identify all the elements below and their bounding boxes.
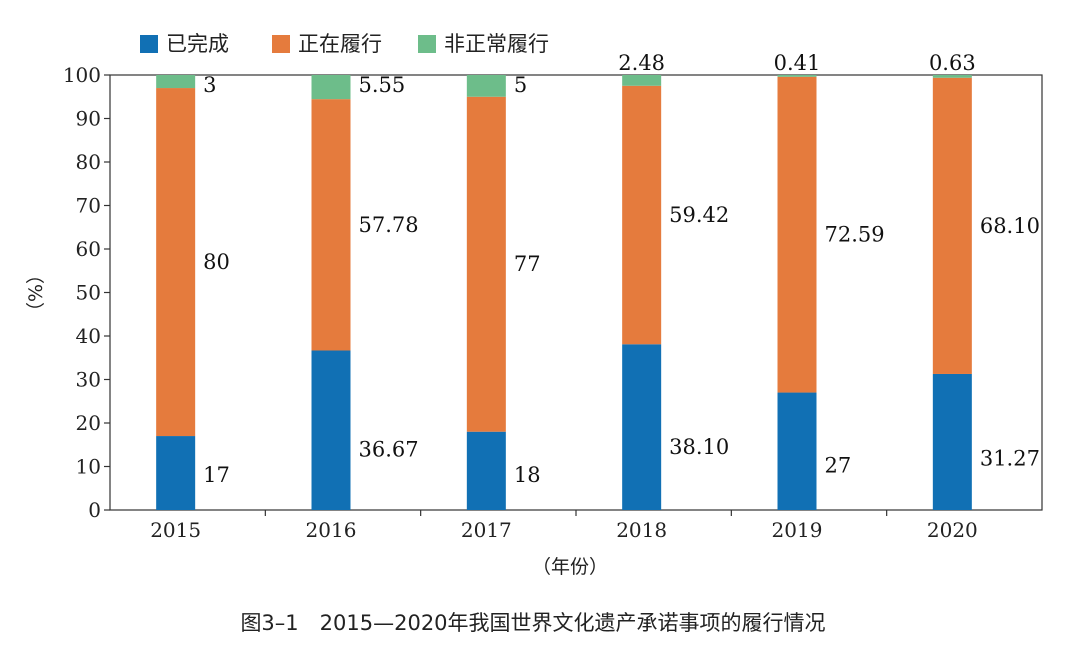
bar-2016-series-0 — [311, 350, 351, 510]
legend-label-0: 已完成 — [166, 32, 229, 56]
legend-label-1: 正在履行 — [298, 32, 382, 56]
data-label-2017-series-2: 5 — [514, 73, 527, 97]
bar-2018-series-0 — [622, 344, 662, 510]
bar-2015-series-0 — [156, 436, 196, 510]
x-axis-label: （年份） — [532, 556, 608, 578]
data-label-2018-series-0: 38.10 — [669, 435, 729, 459]
y-tick-label: 100 — [63, 63, 101, 87]
data-label-2018-series-2: 2.48 — [618, 51, 665, 75]
bar-2015-series-1 — [156, 88, 196, 437]
x-tick-label: 2017 — [461, 518, 512, 542]
data-label-2017-series-1: 77 — [514, 252, 541, 276]
legend-swatch-1 — [272, 35, 290, 53]
x-tick-label: 2016 — [306, 518, 357, 542]
data-labels: 17 80 3 36.67 57.78 5.55 18 77 5 38.10 59.42 2.48 27… — [203, 51, 1040, 487]
data-label-2019-series-2: 0.41 — [774, 51, 821, 75]
bar-2019-series-2 — [777, 75, 817, 77]
bar-2018-series-1 — [622, 85, 662, 345]
x-tick-label: 2018 — [616, 518, 667, 542]
x-tick-label: 2019 — [772, 518, 823, 542]
y-tick-label: 50 — [76, 281, 101, 305]
bar-2020-series-0 — [932, 373, 972, 510]
bar-2020-series-2 — [932, 75, 972, 78]
y-tick-label: 60 — [76, 237, 101, 261]
data-label-2019-series-0: 27 — [825, 453, 852, 477]
y-tick-label: 0 — [88, 498, 101, 522]
data-label-2020-series-1: 68.10 — [980, 214, 1040, 238]
bar-2016-series-2 — [311, 75, 351, 100]
bar-2018-series-2 — [622, 75, 662, 86]
y-tick-label: 40 — [76, 324, 101, 348]
bars — [156, 75, 972, 510]
data-label-2016-series-1: 57.78 — [359, 213, 419, 237]
legend-swatch-0 — [140, 35, 158, 53]
chart-caption: 图3–1 2015—2020年我国世界文化遗产承诺事项的履行情况 — [240, 611, 825, 635]
bar-2015-series-2 — [156, 75, 196, 89]
data-label-2019-series-1: 72.59 — [825, 223, 885, 247]
y-axis-label: （%） — [25, 265, 47, 321]
bar-2019-series-1 — [777, 76, 817, 393]
bar-2020-series-1 — [932, 77, 972, 374]
data-label-2017-series-0: 18 — [514, 463, 541, 487]
axes: 0 10 20 30 40 50 60 70 80 90 100 2015 2016 2017 2018 20… — [63, 63, 1043, 542]
legend: 已完成 正在履行 非正常履行 — [140, 32, 549, 56]
bar-2017-series-2 — [466, 75, 506, 97]
y-tick-label: 80 — [76, 150, 101, 174]
legend-swatch-2 — [418, 35, 436, 53]
y-tick-label: 30 — [76, 368, 101, 392]
bar-2019-series-0 — [777, 392, 817, 510]
data-label-2020-series-2: 0.63 — [929, 51, 976, 75]
bar-2017-series-1 — [466, 96, 506, 432]
legend-label-2: 非正常履行 — [444, 32, 549, 56]
data-label-2020-series-0: 31.27 — [980, 446, 1040, 470]
y-tick-label: 70 — [76, 194, 101, 218]
data-label-2016-series-0: 36.67 — [359, 437, 419, 461]
bar-2016-series-1 — [311, 99, 351, 351]
y-tick-label: 10 — [76, 455, 101, 479]
y-tick-label: 90 — [76, 107, 101, 131]
plot-frame — [109, 74, 1043, 511]
x-tick-label: 2015 — [150, 518, 201, 542]
x-tick-label: 2020 — [927, 518, 978, 542]
bar-2017-series-0 — [466, 431, 506, 510]
data-label-2018-series-1: 59.42 — [669, 203, 729, 227]
data-label-2015-series-0: 17 — [203, 463, 230, 487]
data-label-2016-series-2: 5.55 — [359, 73, 406, 97]
y-tick-label: 20 — [76, 411, 101, 435]
data-label-2015-series-1: 80 — [203, 250, 230, 274]
data-label-2015-series-2: 3 — [203, 73, 216, 97]
